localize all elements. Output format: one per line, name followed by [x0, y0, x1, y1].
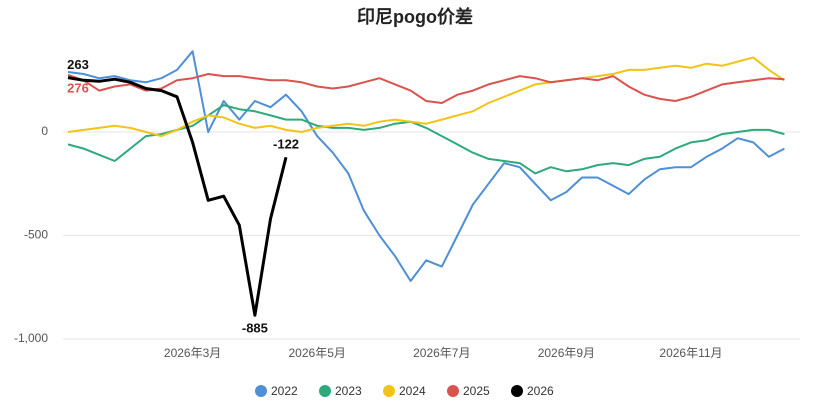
data-label: 276 [67, 80, 89, 95]
legend-marker [319, 385, 331, 397]
legend-marker [447, 385, 459, 397]
series-line [67, 73, 785, 104]
series-line [67, 50, 785, 282]
data-label: 263 [67, 57, 89, 72]
x-tick-label: 2026年7月 [413, 346, 470, 360]
x-tick-label: 2026年11月 [659, 346, 722, 360]
data-label: -122 [273, 137, 299, 152]
series-line [67, 104, 785, 175]
legend-label: 2023 [335, 384, 362, 398]
data-label: -885 [242, 321, 268, 336]
legend-label: 2025 [463, 384, 490, 398]
legend-marker [511, 385, 523, 397]
y-tick-label: -500 [24, 228, 48, 242]
x-tick-label: 2026年3月 [164, 346, 221, 360]
x-tick-label: 2026年9月 [538, 346, 595, 360]
legend-label: 2022 [271, 384, 298, 398]
legend-label: 2026 [527, 384, 554, 398]
legend-marker [383, 385, 395, 397]
legend-marker [255, 385, 267, 397]
y-tick-label: 0 [41, 124, 48, 138]
chart-title: 印尼pogo价差 [357, 6, 473, 27]
legend-label: 2024 [399, 384, 426, 398]
y-tick-label: -1,000 [14, 331, 48, 345]
series-line [67, 76, 288, 317]
x-tick-label: 2026年5月 [289, 346, 346, 360]
